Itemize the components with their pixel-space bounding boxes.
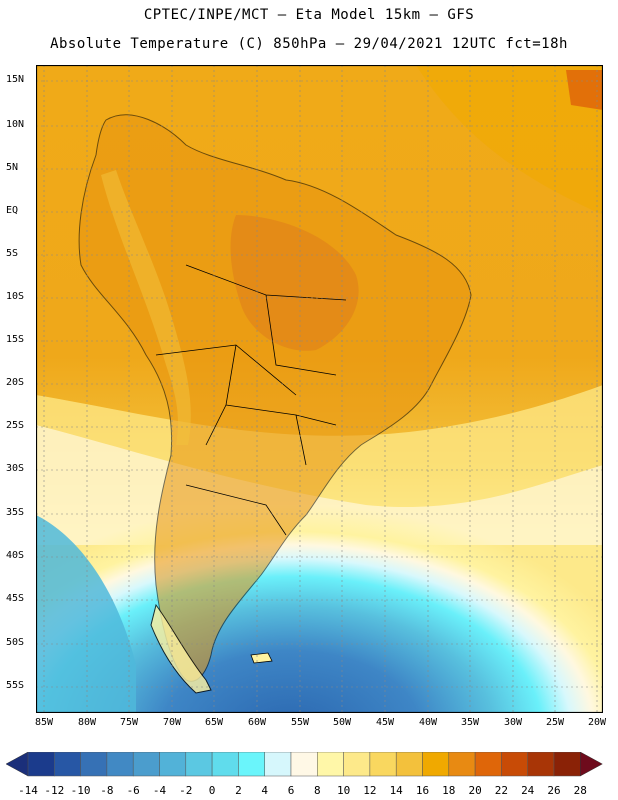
lat-label-10s: 10S (6, 291, 25, 302)
lon-label-75w: 75W (119, 717, 139, 728)
cold-cyan-west (36, 515, 136, 713)
map-subtitle: Absolute Temperature (C) 850hPa – 29/04/… (50, 36, 568, 52)
land-hot-core (230, 215, 359, 351)
colorbar-swatch (159, 752, 187, 777)
lat-label-30s: 30S (6, 463, 25, 474)
north-hot-spot (566, 70, 603, 110)
colorbar-label: 14 (389, 784, 403, 797)
colorbar-label: 6 (287, 784, 295, 797)
colorbar-swatch (264, 752, 292, 777)
lon-label-55w: 55W (290, 717, 310, 728)
temperature-colorbar (6, 752, 603, 777)
country-borders (155, 264, 347, 536)
colorbar-label: 22 (494, 784, 509, 797)
colorbar-label: 28 (573, 784, 587, 797)
lat-label-5n: 5N (6, 162, 19, 173)
colorbar-lower-arrow (6, 752, 29, 777)
lat-label-15n: 15N (6, 74, 25, 85)
colorbar-swatch (54, 752, 81, 777)
colorbar-swatch (290, 752, 318, 777)
lat-label-25s: 25S (6, 420, 25, 431)
lon-label-65w: 65W (204, 717, 224, 728)
colorbar-label: 20 (468, 784, 482, 797)
colorbar-label: -8 (100, 784, 114, 797)
lon-label-60w: 60W (247, 717, 267, 728)
colorbar-label: 0 (208, 784, 216, 797)
colorbar-label: -12 (44, 784, 65, 797)
lat-label-eq: EQ (6, 205, 19, 216)
south-tip-land (150, 603, 212, 694)
colorbar-swatch (185, 752, 213, 777)
colorbar-swatch (422, 752, 450, 777)
lat-label-55s: 55S (6, 680, 25, 691)
lat-label-40s: 40S (6, 550, 25, 561)
colorbar-upper-arrow (580, 752, 603, 777)
lat-label-5s: 5S (6, 248, 19, 259)
lon-label-45w: 45W (375, 717, 395, 728)
map-title: CPTEC/INPE/MCT – Eta Model 15km – GFS (143, 7, 475, 23)
colorbar-swatch (238, 752, 265, 777)
colorbar-swatch (501, 752, 528, 777)
lon-label-20w: 20W (587, 717, 607, 728)
colorbar-label: -10 (70, 784, 91, 797)
continent-land (78, 114, 472, 682)
lat-label-50s: 50S (6, 637, 25, 648)
colorbar-label: 10 (336, 784, 351, 797)
colorbar-label: 2 (235, 784, 242, 797)
colorbar-swatch (395, 752, 423, 777)
colorbar-swatch (553, 752, 581, 777)
colorbar-label: 12 (363, 784, 377, 797)
lat-label-15s: 15S (6, 334, 25, 345)
lon-label-50w: 50W (332, 717, 352, 728)
colorbar-swatch (317, 752, 344, 777)
lat-label-45s: 45S (6, 593, 25, 604)
lon-label-30w: 30W (503, 717, 523, 728)
lon-label-80w: 80W (77, 717, 97, 728)
colorbar-label: 16 (415, 784, 430, 797)
colorbar-swatch (211, 752, 239, 777)
colorbar-label: -4 (152, 784, 167, 797)
lat-label-20s: 20S (6, 377, 25, 388)
north-warm-zone (416, 65, 603, 215)
lon-label-35w: 35W (460, 717, 480, 728)
map-border (36, 65, 603, 713)
lat-label-35s: 35S (6, 507, 25, 518)
lat-lon-grid (36, 65, 603, 713)
colorbar-swatch (448, 752, 476, 777)
colorbar-label: -6 (126, 784, 140, 797)
lon-label-40w: 40W (418, 717, 438, 728)
colorbar-swatch (27, 752, 55, 777)
colorbar-label: 8 (313, 784, 321, 797)
andes-cool-strip (101, 170, 191, 445)
colorbar-swatch (106, 752, 134, 777)
lat-label-10n: 10N (6, 119, 25, 130)
colorbar-swatch (527, 752, 555, 777)
lon-label-85w: 85W (34, 717, 54, 728)
colorbar-swatch (80, 752, 108, 777)
colorbar-label: -14 (18, 784, 38, 797)
colorbar-label: 4 (261, 784, 268, 797)
lon-label-70w: 70W (162, 717, 182, 728)
lon-label-25w: 25W (545, 717, 565, 728)
colorbar-swatch (369, 752, 397, 777)
colorbar-label: 24 (521, 784, 535, 797)
falkland-islands (250, 652, 273, 664)
colorbar-swatch (343, 752, 371, 777)
colorbar-label: -2 (179, 784, 193, 797)
colorbar-swatch (132, 752, 160, 777)
colorbar-label: 26 (547, 784, 561, 797)
colorbar-label: 18 (442, 784, 456, 797)
temperature-map (36, 65, 603, 713)
colorbar-swatch (474, 752, 502, 777)
